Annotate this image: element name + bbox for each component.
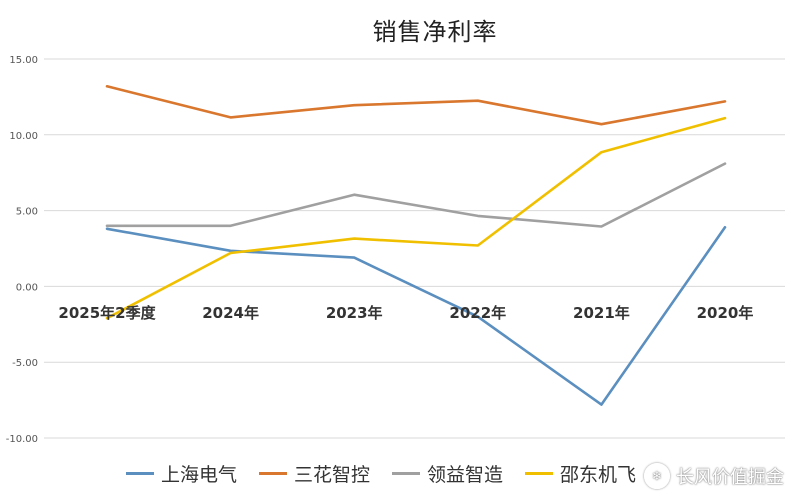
- series-line-2: [105, 162, 727, 228]
- legend-item-0: 上海电气: [126, 460, 237, 487]
- y-tick-label-1: 10.00: [9, 131, 38, 142]
- watermark-text: 长风价值掘金: [676, 467, 784, 488]
- legend-swatch-0: [126, 472, 154, 475]
- x-tick-label-3: 2022年: [449, 304, 506, 322]
- series-line-1: [105, 85, 727, 126]
- legend-label-0: 上海电气: [161, 464, 238, 486]
- y-tick-label-4: -5.00: [12, 358, 38, 369]
- x-tick-label-4: 2021年: [573, 304, 630, 322]
- x-tick-label-1: 2024年: [202, 304, 259, 322]
- legend-item-3: 邵东机飞: [525, 460, 636, 487]
- series-line-3: [105, 116, 727, 320]
- legend-item-2: 领益智造: [392, 460, 503, 487]
- y-tick-label-0: 15.00: [9, 55, 38, 66]
- y-tick-label-2: 5.00: [16, 207, 38, 218]
- legend-label-1: 三花智控: [294, 464, 371, 486]
- legend-label-3: 邵东机飞: [560, 464, 637, 486]
- x-tick-label-2: 2023年: [326, 304, 383, 322]
- legend: 上海电气 三花智控 领益智造 邵东机飞: [126, 460, 658, 487]
- x-tick-label-0: 2025年2季度: [58, 304, 156, 322]
- legend-swatch-3: [525, 472, 554, 475]
- snowball-icon: ❄: [644, 463, 670, 489]
- legend-swatch-2: [392, 472, 421, 475]
- x-tick-label-5: 2020年: [697, 304, 754, 322]
- y-tick-label-3: 0.00: [16, 282, 38, 293]
- legend-label-2: 领益智造: [427, 464, 504, 486]
- legend-item-1: 三花智控: [259, 460, 370, 487]
- legend-swatch-1: [259, 472, 288, 475]
- chart-title: 销售净利率: [372, 18, 498, 46]
- y-tick-label-5: -10.00: [6, 434, 38, 445]
- watermark: ❄ 长风价值掘金: [644, 463, 784, 489]
- series-line-0: [105, 226, 727, 406]
